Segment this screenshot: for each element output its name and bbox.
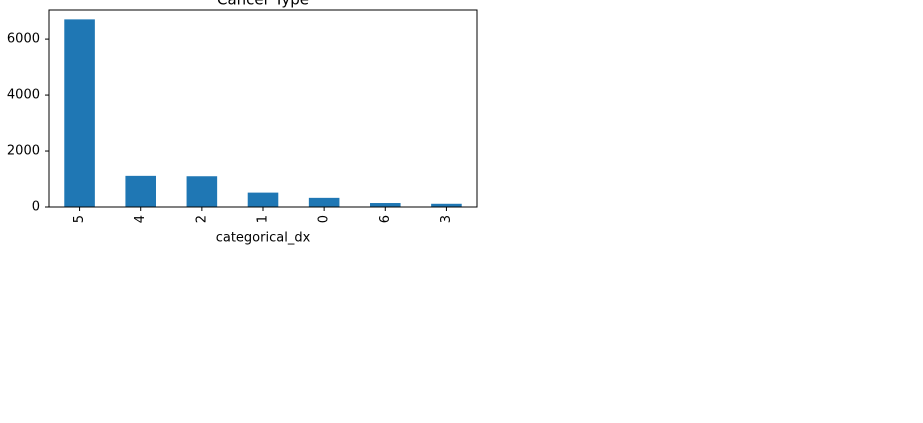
y-tick-label: 0 — [32, 200, 40, 215]
y-tick-label: 4000 — [7, 88, 40, 103]
x-tick-label: 6 — [378, 215, 393, 223]
x-tick-label: 3 — [439, 215, 454, 223]
y-tick-label: 6000 — [7, 32, 40, 47]
y-tick-label: 2000 — [7, 144, 40, 159]
plot-frame — [48, 9, 478, 208]
bar — [247, 192, 279, 207]
bar — [125, 175, 156, 207]
bar — [186, 176, 218, 207]
x-tick-label: 1 — [256, 215, 271, 223]
bar — [64, 19, 95, 207]
x-tick-label: 0 — [317, 215, 332, 223]
chart-title: Cancer Type — [217, 0, 309, 9]
bar — [308, 197, 340, 207]
bar — [431, 203, 462, 207]
bar — [370, 203, 401, 207]
x-tick-label: 2 — [194, 215, 209, 223]
x-tick-label: 5 — [72, 215, 87, 223]
x-axis-label: categorical_dx — [216, 231, 311, 246]
x-tick-label: 4 — [133, 215, 148, 223]
